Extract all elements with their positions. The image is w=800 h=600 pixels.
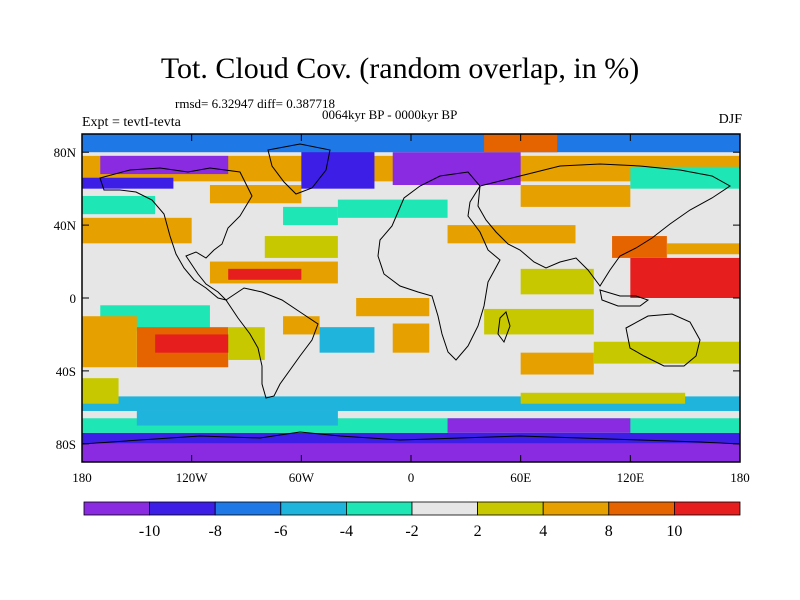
colorbar-label: -4 xyxy=(340,523,353,540)
field-region xyxy=(136,410,338,426)
field-region xyxy=(520,352,594,375)
coastline-north-america xyxy=(99,167,253,301)
x-tick-label: 60W xyxy=(289,470,315,485)
field-region xyxy=(283,206,338,226)
field-region xyxy=(82,217,192,244)
field-region xyxy=(447,225,576,244)
field-region xyxy=(392,323,430,353)
colorbar-swatch xyxy=(674,501,741,516)
field-region xyxy=(356,298,430,317)
y-axis: 80N 40N 0 40S 80S xyxy=(54,145,740,452)
colorbar-label: -8 xyxy=(209,523,222,540)
colorbar: -10 -8 -6 -4 -2 2 4 8 10 xyxy=(83,501,741,540)
colorbar-swatch xyxy=(608,501,675,516)
colorbar-label: 8 xyxy=(605,523,613,540)
x-tick-label: 60E xyxy=(510,470,531,485)
y-tick-label: 40N xyxy=(54,218,77,233)
colorbar-label: -6 xyxy=(274,523,287,540)
coastline-south-america xyxy=(225,287,319,399)
field-region xyxy=(520,392,686,404)
colorbar-label: -2 xyxy=(405,523,418,540)
field-region xyxy=(82,195,156,215)
coastline-antarctica xyxy=(82,431,740,445)
colorbar-swatch xyxy=(345,501,413,516)
field-region xyxy=(666,243,740,255)
field-region xyxy=(228,268,302,280)
x-tick-label: 180 xyxy=(72,470,92,485)
coastline-asia xyxy=(477,163,731,287)
colorbar-label: 10 xyxy=(666,523,682,540)
y-tick-label: 0 xyxy=(70,291,77,306)
field-region xyxy=(264,236,338,258)
colorbar-swatch xyxy=(542,501,610,516)
field-region xyxy=(100,155,229,175)
y-tick-label: 40S xyxy=(56,364,76,379)
field-region xyxy=(209,185,302,204)
field-region xyxy=(392,152,521,186)
field-region xyxy=(630,166,740,189)
field-region xyxy=(155,334,247,353)
coastline-outlines xyxy=(82,143,740,445)
y-tick-label: 80N xyxy=(54,145,77,160)
colorbar-swatch xyxy=(83,501,150,516)
data-field xyxy=(82,134,740,462)
field-region xyxy=(630,257,740,298)
colorbar-swatch xyxy=(149,501,216,516)
x-tick-label: 180 xyxy=(730,470,750,485)
colorbar-label: -10 xyxy=(139,523,160,540)
field-region xyxy=(82,432,740,444)
season-label: DJF xyxy=(718,112,742,127)
field-region xyxy=(82,443,740,462)
field-region xyxy=(82,134,740,153)
field-region xyxy=(319,327,375,353)
field-region xyxy=(612,236,667,258)
coastline-europe-africa xyxy=(377,171,501,361)
field-region xyxy=(520,268,594,295)
coastline-maritime-continent xyxy=(599,289,650,307)
x-axis: 180 120W 60W 0 60E 120E 180 xyxy=(72,134,750,485)
y-tick-label: 80S xyxy=(56,437,76,452)
x-tick-label: 0 xyxy=(408,470,415,485)
chart-title: Tot. Cloud Cov. (random overlap, in %) xyxy=(160,52,640,85)
coastline-madagascar xyxy=(497,311,511,344)
coastline-australia xyxy=(625,313,701,367)
field-region xyxy=(301,148,375,189)
colorbar-label: 4 xyxy=(539,523,547,540)
colorbar-swatch xyxy=(411,501,478,516)
field-region xyxy=(484,134,558,153)
field-region xyxy=(82,316,137,368)
stats-label: rmsd= 6.32947 diff= 0.387718 xyxy=(175,96,335,111)
x-tick-label: 120W xyxy=(176,470,209,485)
coastline-greenland xyxy=(267,143,331,195)
field-region xyxy=(484,308,594,335)
field-region xyxy=(337,199,448,218)
colorbar-label: 2 xyxy=(474,523,482,540)
field-region xyxy=(283,316,320,335)
period-label: 0064kyr BP - 0000kyr BP xyxy=(322,107,458,122)
field-region xyxy=(447,418,631,433)
experiment-label: Expt = tevtI-tevta xyxy=(82,115,181,130)
field-region xyxy=(520,185,631,207)
field-region xyxy=(82,177,174,189)
colorbar-swatch xyxy=(477,501,544,516)
field-region xyxy=(228,327,265,360)
field-region xyxy=(82,378,119,404)
x-tick-label: 120E xyxy=(617,470,645,485)
field-region xyxy=(593,341,740,364)
colorbar-swatch xyxy=(280,501,347,516)
colorbar-swatch xyxy=(214,501,282,516)
